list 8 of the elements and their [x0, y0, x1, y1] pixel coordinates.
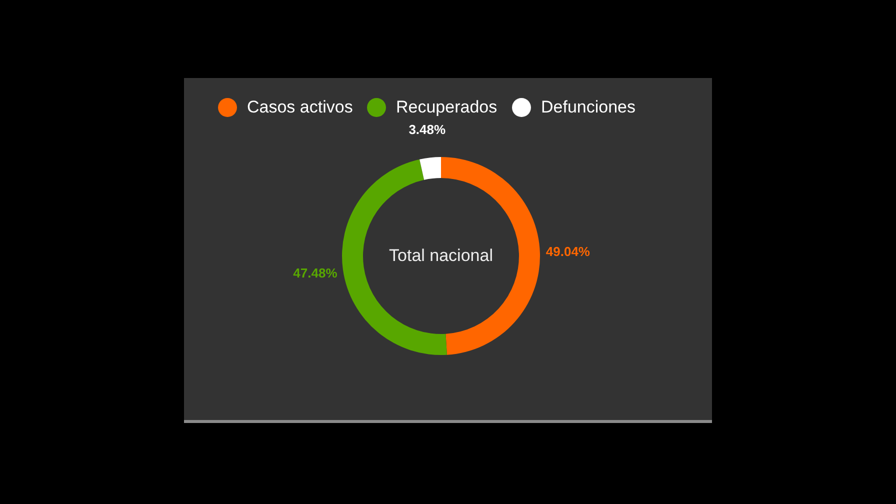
text: Total nacional — [389, 246, 493, 265]
legend-label: Defunciones — [541, 98, 636, 117]
legend-label: Recuperados — [396, 98, 498, 117]
data-label: 3.48% — [408, 122, 446, 137]
donut-slice — [420, 157, 441, 180]
legend-label: Casos activos — [247, 98, 353, 117]
data-label: 47.48% — [293, 266, 338, 281]
data-label: 49.04% — [546, 244, 590, 260]
